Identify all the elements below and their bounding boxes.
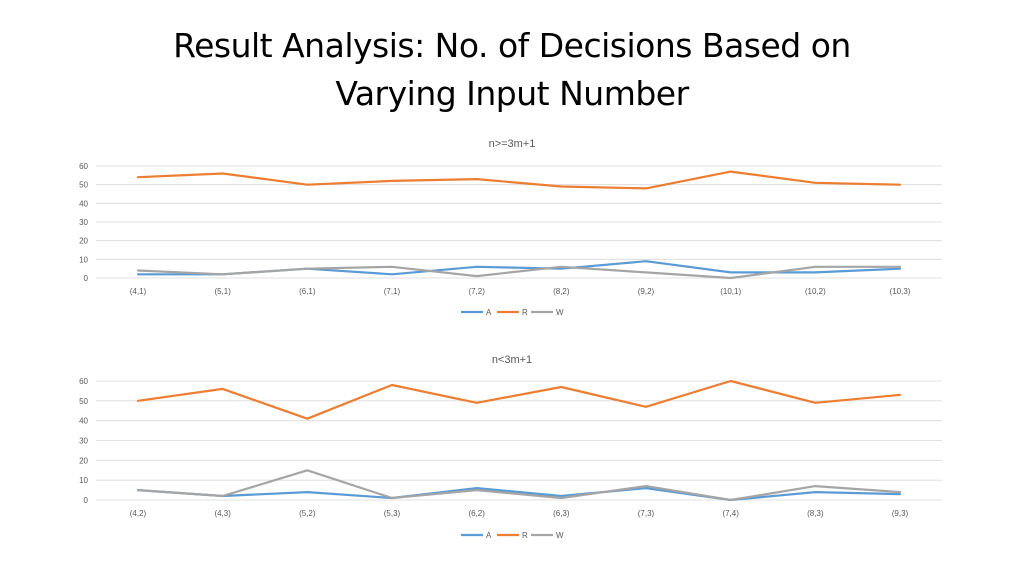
chart-title: n<3m+1 [492,354,532,366]
slide-title-line-1: Result Analysis: No. of Decisions Based … [173,26,851,65]
series-line-r [136,379,902,420]
legend-label: R [522,308,528,317]
x-tick-label: (4,3) [214,509,231,518]
series-line-w [136,265,902,280]
y-tick-label: 40 [79,417,88,426]
x-tick-label: (6,2) [468,509,485,518]
y-tick-label: 0 [84,496,89,505]
x-tick-label: (8,2) [553,287,570,296]
x-tick-label: (6,1) [299,287,316,296]
y-tick-label: 50 [79,181,88,190]
x-tick-label: (5,1) [214,287,231,296]
x-tick-label: (7,2) [468,287,485,296]
slide-title-line-2: Varying Input Number [335,74,689,113]
series-line-r [136,170,902,190]
legend-label: R [522,531,528,540]
legend-label: W [556,531,564,540]
chart-title: n>=3m+1 [489,138,536,150]
legend-label: A [486,308,492,317]
series-line-w [136,469,902,502]
legend-label: W [556,308,564,317]
y-tick-label: 60 [79,162,88,171]
x-tick-label: (10,2) [805,287,826,296]
x-tick-label: (7,1) [384,287,401,296]
y-tick-label: 30 [79,437,88,446]
x-tick-label: (5,2) [299,509,316,518]
line-chart-n-ge-3m1: n>=3m+1 0 10 20 30 40 50 60 (4,1) (5,1) (6,1) (7,1)… [79,138,942,317]
y-tick-label: 20 [79,237,88,246]
x-tick-label: (7,4) [722,509,739,518]
y-tick-label: 20 [79,456,88,465]
x-tick-label: (10,3) [890,287,911,296]
x-tick-label: (6,3) [553,509,570,518]
y-tick-label: 0 [84,274,89,283]
x-tick-label: (9,2) [638,287,655,296]
x-tick-label: (7,3) [638,509,655,518]
x-tick-label: (10,1) [720,287,741,296]
line-chart-n-lt-3m1: n<3m+1 0 10 20 30 40 50 60 (4,2) (4,3) (5,2) (5,3) (… [79,354,942,540]
legend-label: A [486,531,492,540]
x-tick-label: (4,1) [130,287,147,296]
x-tick-label: (9,3) [892,509,909,518]
y-tick-label: 60 [79,377,88,386]
y-tick-label: 50 [79,397,88,406]
x-tick-label: (5,3) [384,509,401,518]
series-line-a [136,487,902,502]
slide-title: Result Analysis: No. of Decisions Based … [0,22,1024,118]
y-tick-label: 40 [79,199,88,208]
x-tick-label: (8,3) [807,509,824,518]
y-tick-label: 30 [79,218,88,227]
y-tick-label: 10 [79,255,88,264]
y-tick-label: 10 [79,476,88,485]
x-tick-label: (4,2) [130,509,147,518]
